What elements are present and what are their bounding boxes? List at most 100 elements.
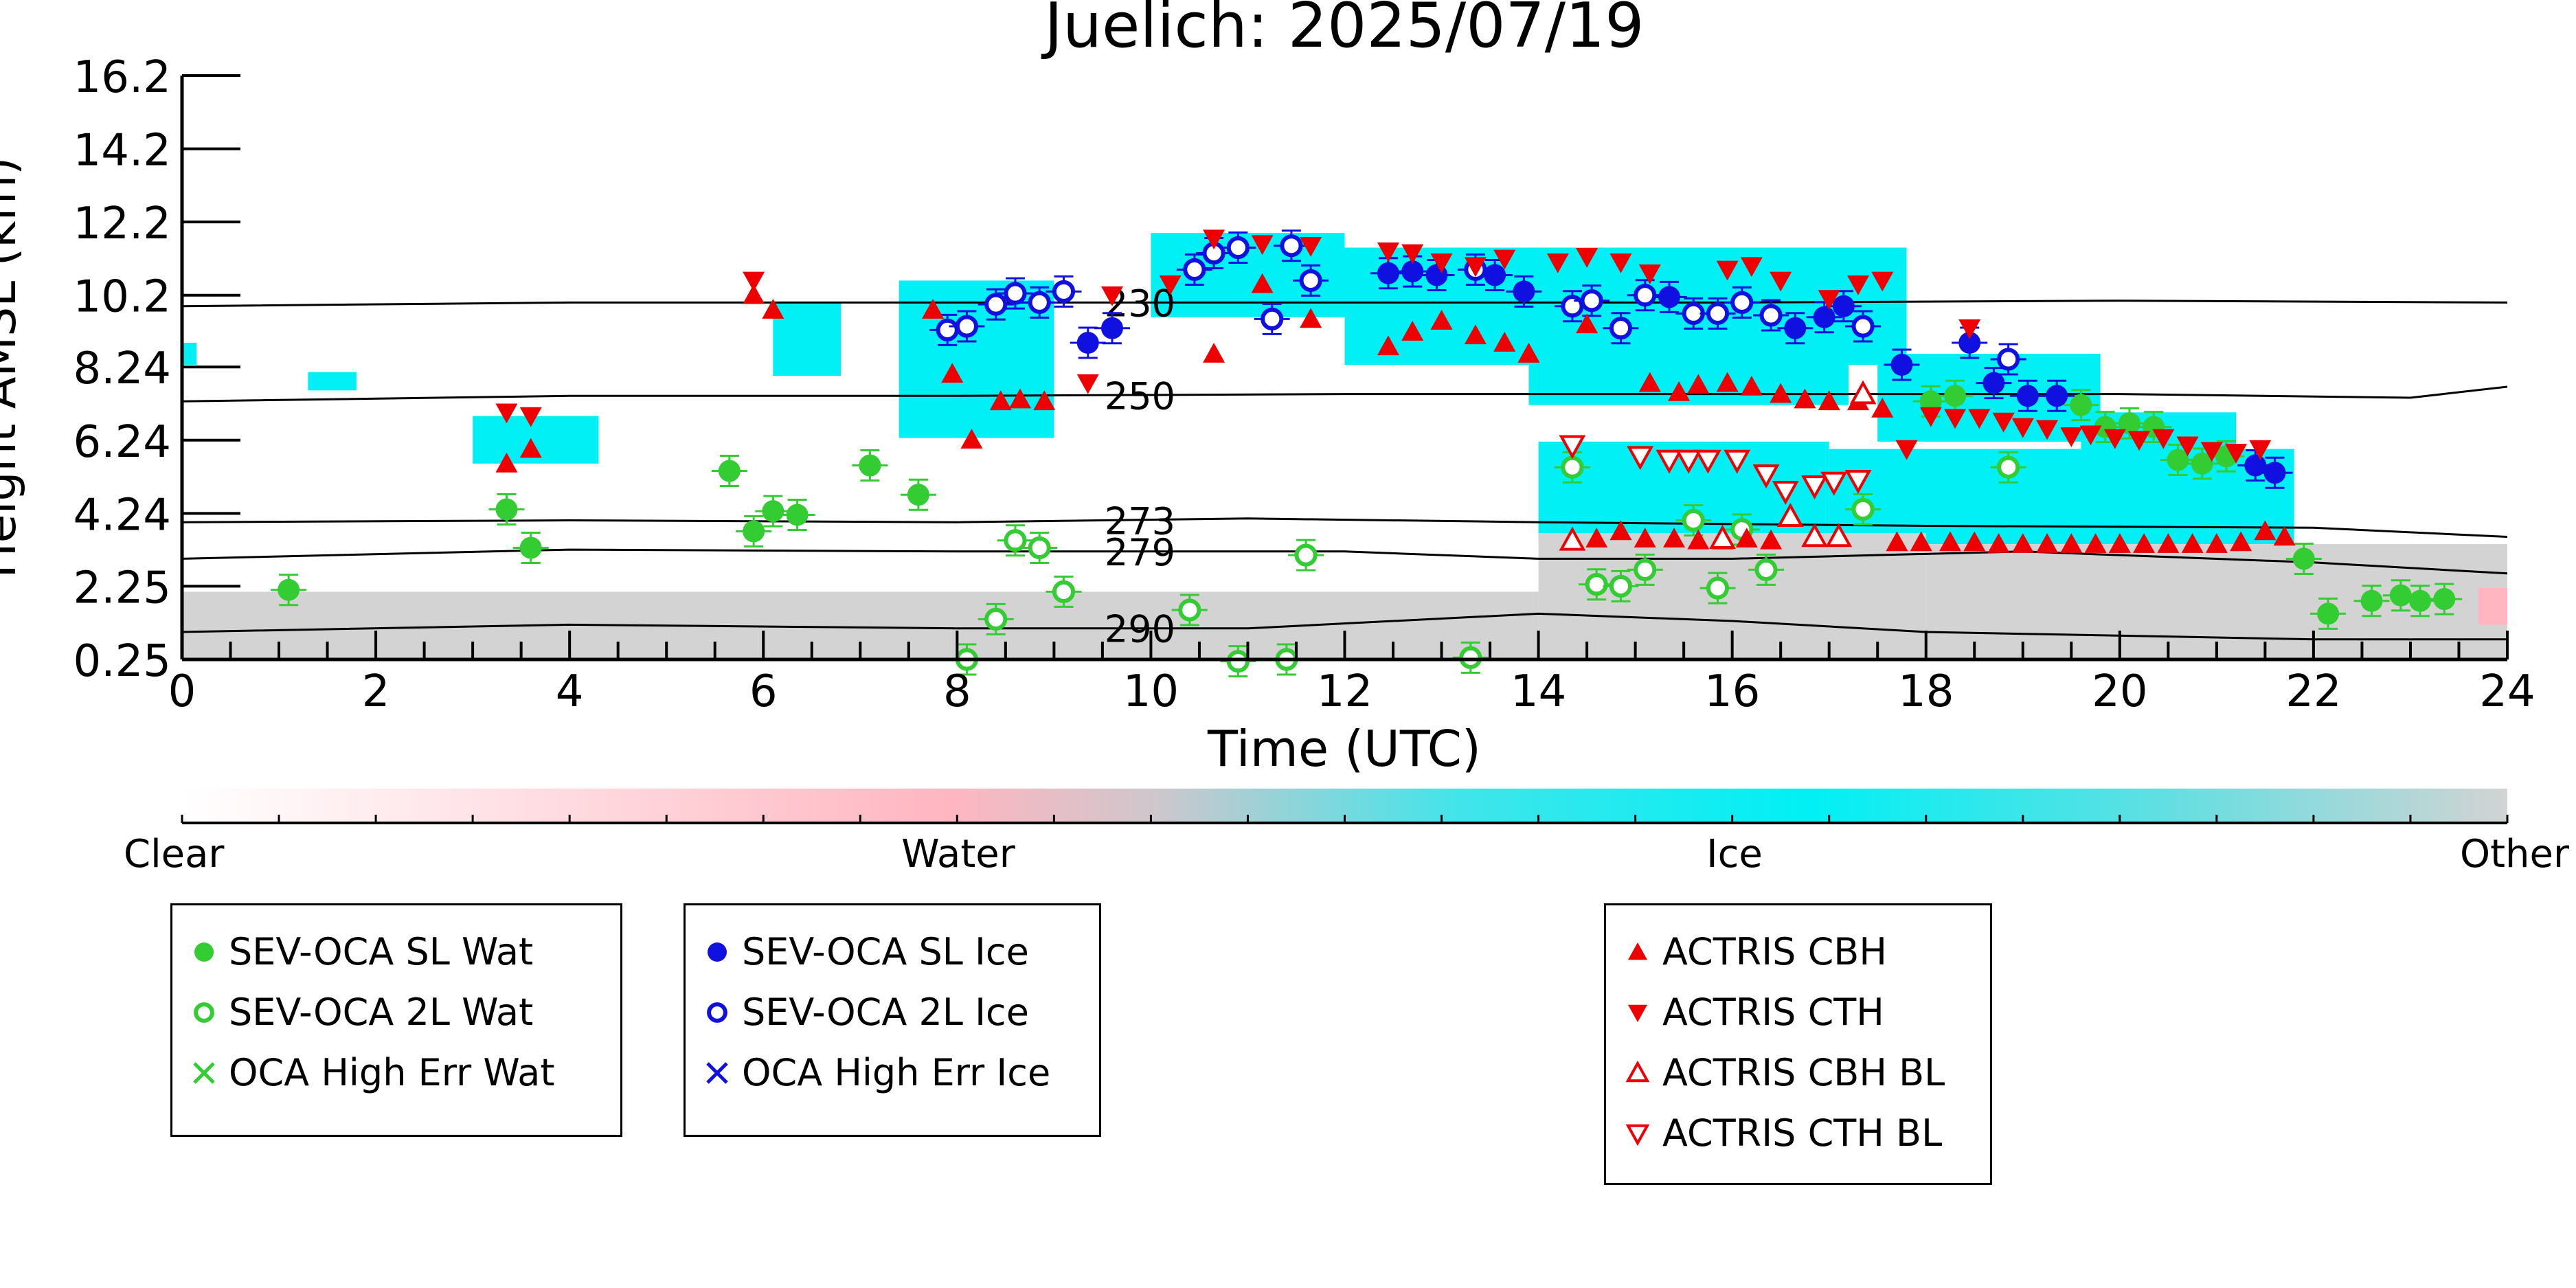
data-point (1561, 455, 1584, 479)
data-point (1847, 275, 1870, 295)
data-point (1638, 372, 1661, 392)
data-point (1609, 574, 1633, 598)
colorbar-label-clear: Clear (124, 832, 225, 877)
data-point (1895, 440, 1918, 460)
data-point (2016, 385, 2039, 407)
x-tick-label: 12 (1317, 666, 1372, 717)
data-point (1183, 258, 1206, 282)
data-point (2103, 429, 2126, 449)
data-point (1493, 332, 1516, 352)
legend-label: SEV-OCA SL Ice (742, 930, 1029, 973)
data-point (941, 363, 964, 383)
data-point (2389, 584, 2412, 607)
data-point (1825, 523, 1853, 547)
y-axis-label: Height AMSL (km) (0, 157, 27, 578)
legend-item: SEV-OCA SL Ice (701, 930, 1029, 973)
data-point (1724, 449, 1751, 474)
data-point (743, 284, 765, 304)
data-point (936, 318, 959, 341)
legend-item: OCA High Err Ice (701, 1051, 1050, 1094)
data-point (1251, 273, 1274, 293)
data-point (1849, 380, 1877, 405)
data-point (1609, 253, 1632, 273)
data-point (2108, 533, 2131, 553)
data-point (1559, 526, 1586, 551)
data-point (1559, 435, 1586, 460)
colorbar-label-ice: Ice (1706, 832, 1763, 877)
data-point (1871, 271, 1894, 292)
data-point (1101, 317, 1123, 339)
data-point (989, 390, 1012, 411)
legend-item: ACTRIS CTH (1621, 991, 1884, 1034)
data-point (2230, 531, 2252, 552)
data-point (1958, 332, 1981, 354)
series-actris-cth (495, 229, 2272, 464)
data-point (1101, 286, 1123, 306)
series-sev-oca-2l-wat (949, 451, 2026, 678)
y-tick-label: 6.24 (74, 417, 172, 468)
data-point (2409, 589, 2432, 612)
x-tick-label: 2 (362, 666, 390, 717)
data-point (2036, 420, 2059, 440)
legend-item: OCA High Err Wat (188, 1051, 555, 1094)
data-point (1668, 381, 1691, 401)
data-point (1716, 260, 1739, 281)
x-axis-label: Time (UTC) (1207, 720, 1481, 778)
data-point (495, 403, 518, 424)
filled-circle-icon (708, 942, 727, 962)
data-point (2200, 442, 2223, 462)
legend-label: OCA High Err Ice (742, 1051, 1051, 1094)
data-point (955, 315, 979, 338)
data-point (1226, 650, 1250, 673)
data-point (1261, 307, 1284, 330)
data-point (2249, 440, 2272, 460)
data-point (1730, 291, 1754, 315)
legend-ice: SEV-OCA SL Ice SEV-OCA 2L Ice OCA High Err… (683, 903, 1101, 1137)
x-icon (193, 1061, 215, 1084)
legend-label: SEV-OCA SL Wat (229, 930, 534, 973)
data-point (2011, 418, 2034, 438)
data-point (495, 498, 518, 521)
series-sev-oca-sl-ice (1070, 255, 2293, 489)
data-point (2167, 449, 2189, 471)
data-point (907, 484, 929, 506)
data-point (1299, 269, 1322, 293)
x-icon (706, 1061, 728, 1084)
data-point (2128, 431, 2151, 451)
data-point (2433, 588, 2456, 611)
data-point (2225, 444, 2248, 464)
y-tick-label: 14.2 (74, 126, 172, 177)
data-point (1580, 289, 1603, 313)
data-point (2191, 452, 2213, 475)
data-point (2118, 412, 2140, 435)
contour-label-250: 250 (1105, 374, 1175, 418)
data-point (1754, 558, 1778, 582)
data-point (762, 500, 784, 523)
x-tick-label: 6 (749, 666, 778, 717)
data-point (2181, 533, 2204, 553)
data-point (1377, 335, 1399, 356)
data-point (1634, 558, 1657, 582)
data-point (1784, 317, 1807, 339)
open-triangle-down-icon (1625, 1124, 1650, 1146)
data-point (859, 454, 881, 477)
data-point (2070, 394, 2092, 416)
data-point (1760, 529, 1783, 550)
data-point (519, 407, 542, 427)
data-point (1076, 332, 1099, 354)
colorbar-label-water: Water (901, 832, 1016, 877)
colorbar-label-other: Other (2460, 832, 2570, 877)
data-point (1656, 449, 1683, 474)
legend-label: SEV-OCA 2L Ice (742, 991, 1029, 1034)
cloud-region-ice (1528, 343, 1849, 405)
data-point (2046, 385, 2068, 407)
y-tick-label: 2.25 (74, 563, 172, 613)
open-circle-icon (707, 1002, 727, 1023)
data-point (1752, 464, 1780, 488)
x-tick-label: 8 (943, 666, 971, 717)
data-point (1886, 531, 1908, 552)
x-tick-label: 14 (1511, 666, 1566, 717)
open-triangle-up-icon (1625, 1060, 1650, 1082)
data-point (1706, 576, 1730, 600)
